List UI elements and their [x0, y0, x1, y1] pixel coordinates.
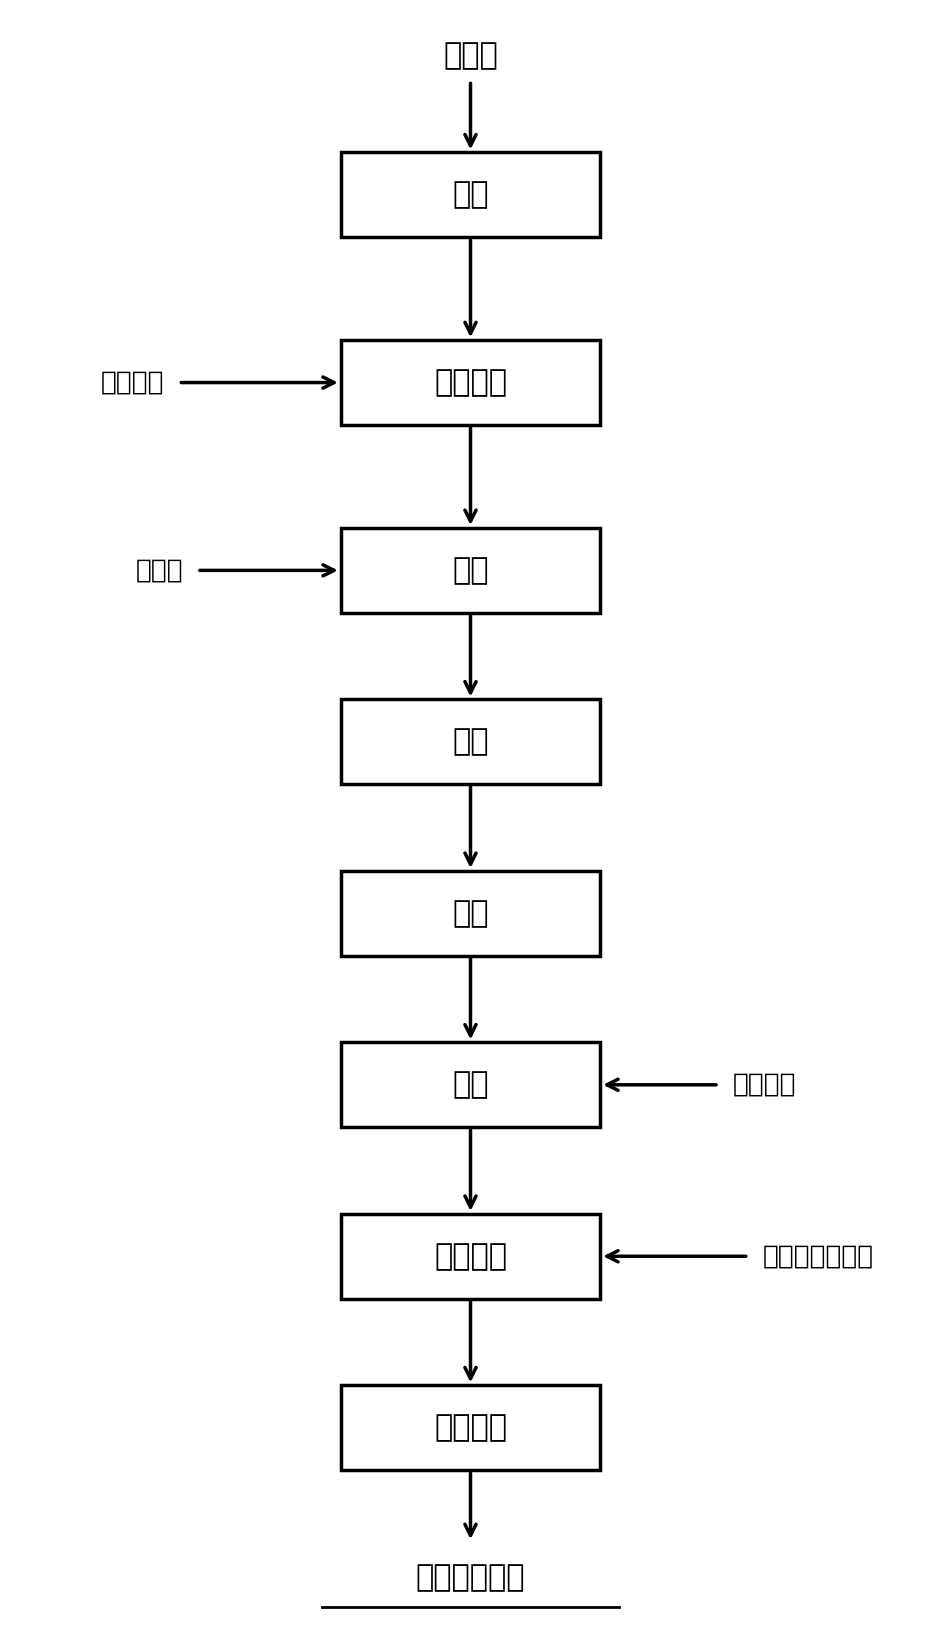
FancyBboxPatch shape — [341, 339, 600, 425]
FancyBboxPatch shape — [341, 1214, 600, 1299]
Text: 深度除杂: 深度除杂 — [434, 1242, 507, 1271]
Text: 电池级碳酸锂: 电池级碳酸锂 — [416, 1563, 525, 1593]
Text: 碳化: 碳化 — [453, 1071, 488, 1099]
FancyBboxPatch shape — [341, 700, 600, 784]
Text: 物相转化: 物相转化 — [434, 367, 507, 397]
FancyBboxPatch shape — [341, 1043, 600, 1127]
Text: 无机碱: 无机碱 — [136, 557, 183, 583]
Text: 二氧化碳: 二氧化碳 — [733, 1072, 796, 1099]
Text: 锂精矿: 锂精矿 — [443, 41, 498, 71]
Text: 复合精细除杂剂: 复合精细除杂剂 — [762, 1243, 873, 1270]
Text: 洗涤干燥: 洗涤干燥 — [434, 1413, 507, 1443]
FancyBboxPatch shape — [341, 529, 600, 613]
Text: 相转化剂: 相转化剂 — [101, 369, 165, 395]
Text: 配浆: 配浆 — [453, 180, 488, 209]
Text: 精制: 精制 — [453, 899, 488, 927]
Text: 苛化: 苛化 — [453, 557, 488, 585]
FancyBboxPatch shape — [341, 152, 600, 237]
Text: 过滤: 过滤 — [453, 728, 488, 756]
FancyBboxPatch shape — [341, 1385, 600, 1471]
FancyBboxPatch shape — [341, 871, 600, 955]
